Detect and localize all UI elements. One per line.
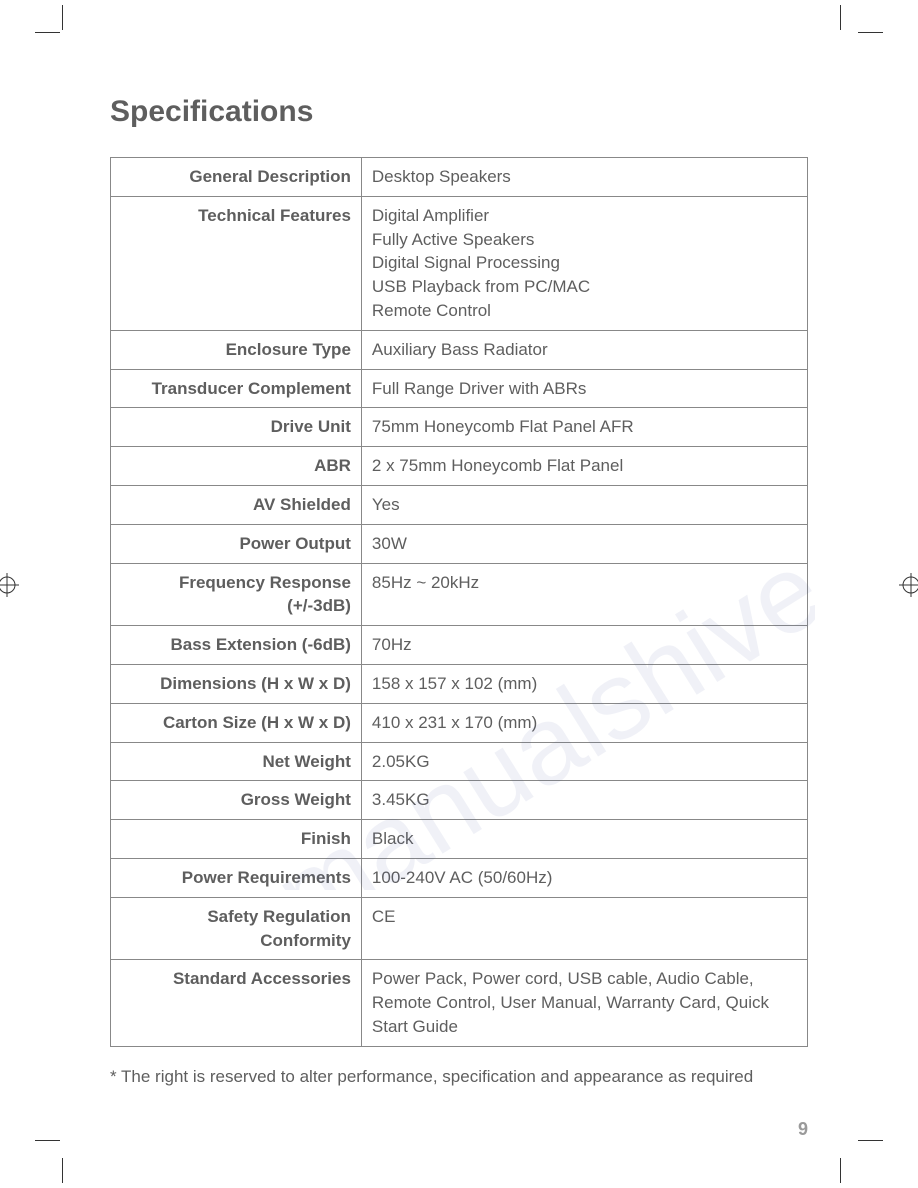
table-row: AV ShieldedYes bbox=[111, 485, 808, 524]
table-row: Bass Extension (-6dB)70Hz bbox=[111, 626, 808, 665]
page-number: 9 bbox=[798, 1119, 808, 1140]
spec-label: Safety Regulation Conformity bbox=[111, 897, 362, 960]
crop-mark-top-right bbox=[828, 20, 868, 60]
spec-label: Power Requirements bbox=[111, 858, 362, 897]
spec-label: Finish bbox=[111, 820, 362, 859]
table-row: ABR2 x 75mm Honeycomb Flat Panel bbox=[111, 447, 808, 486]
spec-label: Dimensions (H x W x D) bbox=[111, 664, 362, 703]
spec-value: Digital AmplifierFully Active SpeakersDi… bbox=[361, 196, 807, 330]
spec-label: Frequency Response (+/-3dB) bbox=[111, 563, 362, 626]
spec-value: Desktop Speakers bbox=[361, 158, 807, 197]
table-row: FinishBlack bbox=[111, 820, 808, 859]
table-row: Net Weight2.05KG bbox=[111, 742, 808, 781]
spec-value: Full Range Driver with ABRs bbox=[361, 369, 807, 408]
table-row: Frequency Response (+/-3dB)85Hz ~ 20kHz bbox=[111, 563, 808, 626]
spec-value: CE bbox=[361, 897, 807, 960]
spec-label: Standard Accessories bbox=[111, 960, 362, 1046]
spec-value: 3.45KG bbox=[361, 781, 807, 820]
crop-mark-bottom-right bbox=[828, 1128, 868, 1168]
spec-label: ABR bbox=[111, 447, 362, 486]
spec-value: 75mm Honeycomb Flat Panel AFR bbox=[361, 408, 807, 447]
table-row: Gross Weight3.45KG bbox=[111, 781, 808, 820]
spec-value: 85Hz ~ 20kHz bbox=[361, 563, 807, 626]
spec-label: Enclosure Type bbox=[111, 330, 362, 369]
table-row: Safety Regulation ConformityCE bbox=[111, 897, 808, 960]
spec-value: 2 x 75mm Honeycomb Flat Panel bbox=[361, 447, 807, 486]
spec-value: 30W bbox=[361, 524, 807, 563]
spec-value: Yes bbox=[361, 485, 807, 524]
spec-label: AV Shielded bbox=[111, 485, 362, 524]
table-row: Standard AccessoriesPower Pack, Power co… bbox=[111, 960, 808, 1046]
table-row: Transducer ComplementFull Range Driver w… bbox=[111, 369, 808, 408]
page-title: Specifications bbox=[110, 95, 808, 129]
spec-label: Carton Size (H x W x D) bbox=[111, 703, 362, 742]
registration-mark-right bbox=[899, 573, 918, 597]
spec-label: Transducer Complement bbox=[111, 369, 362, 408]
crop-mark-top-left bbox=[50, 20, 90, 60]
registration-mark-left bbox=[0, 573, 19, 597]
spec-value: 70Hz bbox=[361, 626, 807, 665]
spec-label: Gross Weight bbox=[111, 781, 362, 820]
spec-value: 100-240V AC (50/60Hz) bbox=[361, 858, 807, 897]
spec-value: Auxiliary Bass Radiator bbox=[361, 330, 807, 369]
table-row: Carton Size (H x W x D)410 x 231 x 170 (… bbox=[111, 703, 808, 742]
spec-label: General Description bbox=[111, 158, 362, 197]
spec-value: 410 x 231 x 170 (mm) bbox=[361, 703, 807, 742]
footnote: * The right is reserved to alter perform… bbox=[110, 1067, 808, 1087]
spec-label: Drive Unit bbox=[111, 408, 362, 447]
spec-value: Power Pack, Power cord, USB cable, Audio… bbox=[361, 960, 807, 1046]
table-row: Enclosure TypeAuxiliary Bass Radiator bbox=[111, 330, 808, 369]
table-row: Power Requirements100-240V AC (50/60Hz) bbox=[111, 858, 808, 897]
table-row: Dimensions (H x W x D)158 x 157 x 102 (m… bbox=[111, 664, 808, 703]
spec-label: Technical Features bbox=[111, 196, 362, 330]
crop-mark-bottom-left bbox=[50, 1128, 90, 1168]
spec-value: 2.05KG bbox=[361, 742, 807, 781]
spec-value: 158 x 157 x 102 (mm) bbox=[361, 664, 807, 703]
spec-label: Power Output bbox=[111, 524, 362, 563]
table-row: Technical FeaturesDigital AmplifierFully… bbox=[111, 196, 808, 330]
table-row: Drive Unit75mm Honeycomb Flat Panel AFR bbox=[111, 408, 808, 447]
spec-label: Bass Extension (-6dB) bbox=[111, 626, 362, 665]
spec-value: Black bbox=[361, 820, 807, 859]
specifications-table: General DescriptionDesktop SpeakersTechn… bbox=[110, 157, 808, 1047]
table-row: Power Output30W bbox=[111, 524, 808, 563]
table-row: General DescriptionDesktop Speakers bbox=[111, 158, 808, 197]
spec-label: Net Weight bbox=[111, 742, 362, 781]
